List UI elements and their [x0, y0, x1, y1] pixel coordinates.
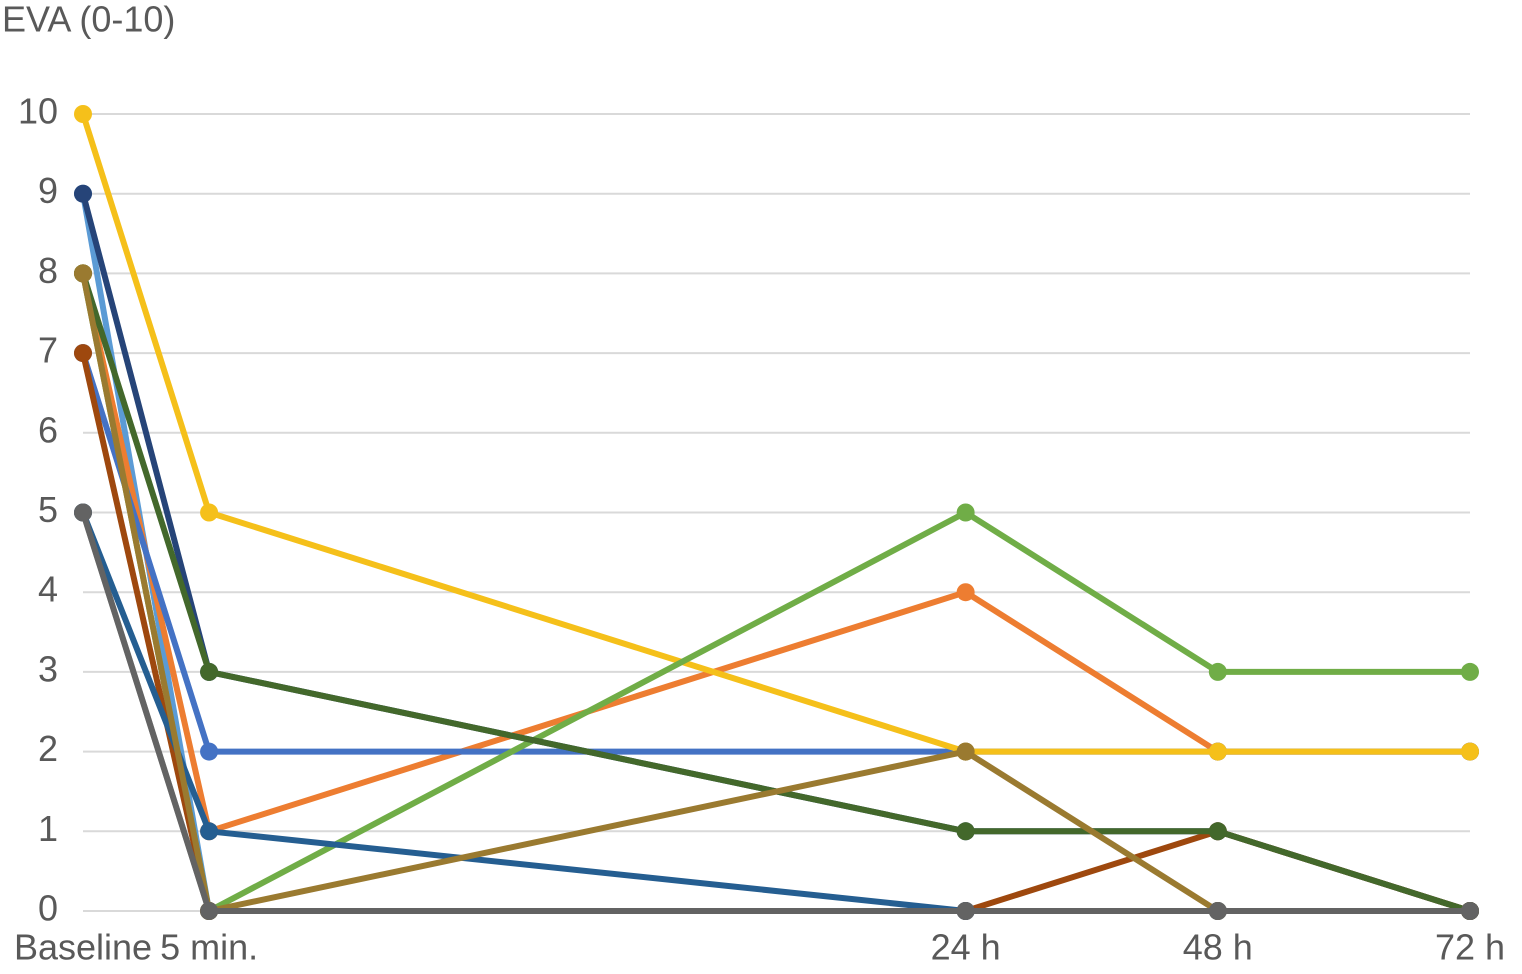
- x-tick-label: 5 min.: [160, 927, 258, 968]
- series-point: [956, 583, 975, 602]
- series-point: [956, 902, 975, 920]
- series-line: [80, 511, 1470, 914]
- chart-title: EVA (0-10): [2, 0, 175, 40]
- y-tick-label: 9: [38, 170, 58, 211]
- series-line: [80, 511, 1470, 914]
- series-point: [200, 822, 219, 841]
- y-tick-label: 8: [38, 250, 58, 291]
- series-point: [1208, 742, 1227, 761]
- series-point: [74, 105, 92, 123]
- y-tick-label: 7: [38, 330, 58, 371]
- series-point: [74, 503, 92, 522]
- x-tick-label: 48 h: [1183, 927, 1253, 968]
- x-tick-label: Baseline: [14, 927, 152, 968]
- series-point: [1461, 662, 1479, 681]
- x-tick-label: 24 h: [931, 927, 1001, 968]
- series-point: [1461, 742, 1479, 761]
- series-point: [74, 184, 92, 203]
- series-point: [1208, 902, 1227, 920]
- series-point: [1461, 902, 1479, 920]
- series-point: [1208, 822, 1227, 841]
- series-line: [80, 272, 1470, 835]
- y-tick-label: 2: [38, 728, 58, 769]
- y-tick-label: 10: [18, 91, 58, 132]
- series-line: [80, 511, 1470, 914]
- series-point: [1208, 662, 1227, 681]
- series-point: [200, 742, 219, 761]
- series-point: [200, 662, 219, 681]
- y-tick-label: 3: [38, 648, 58, 689]
- y-tick-label: 4: [38, 569, 58, 610]
- series-line: [80, 352, 1471, 914]
- y-tick-label: 0: [38, 888, 58, 929]
- y-tick-label: 5: [38, 489, 58, 530]
- series-point: [956, 503, 975, 522]
- series-point: [956, 742, 975, 761]
- x-tick-label: 72 h: [1435, 927, 1505, 968]
- series-point: [200, 503, 219, 522]
- series-point: [956, 822, 975, 841]
- series-point: [200, 902, 219, 920]
- y-tick-label: 1: [38, 808, 58, 849]
- series-point: [74, 264, 92, 283]
- series-point: [74, 344, 92, 363]
- y-tick-label: 6: [38, 409, 58, 450]
